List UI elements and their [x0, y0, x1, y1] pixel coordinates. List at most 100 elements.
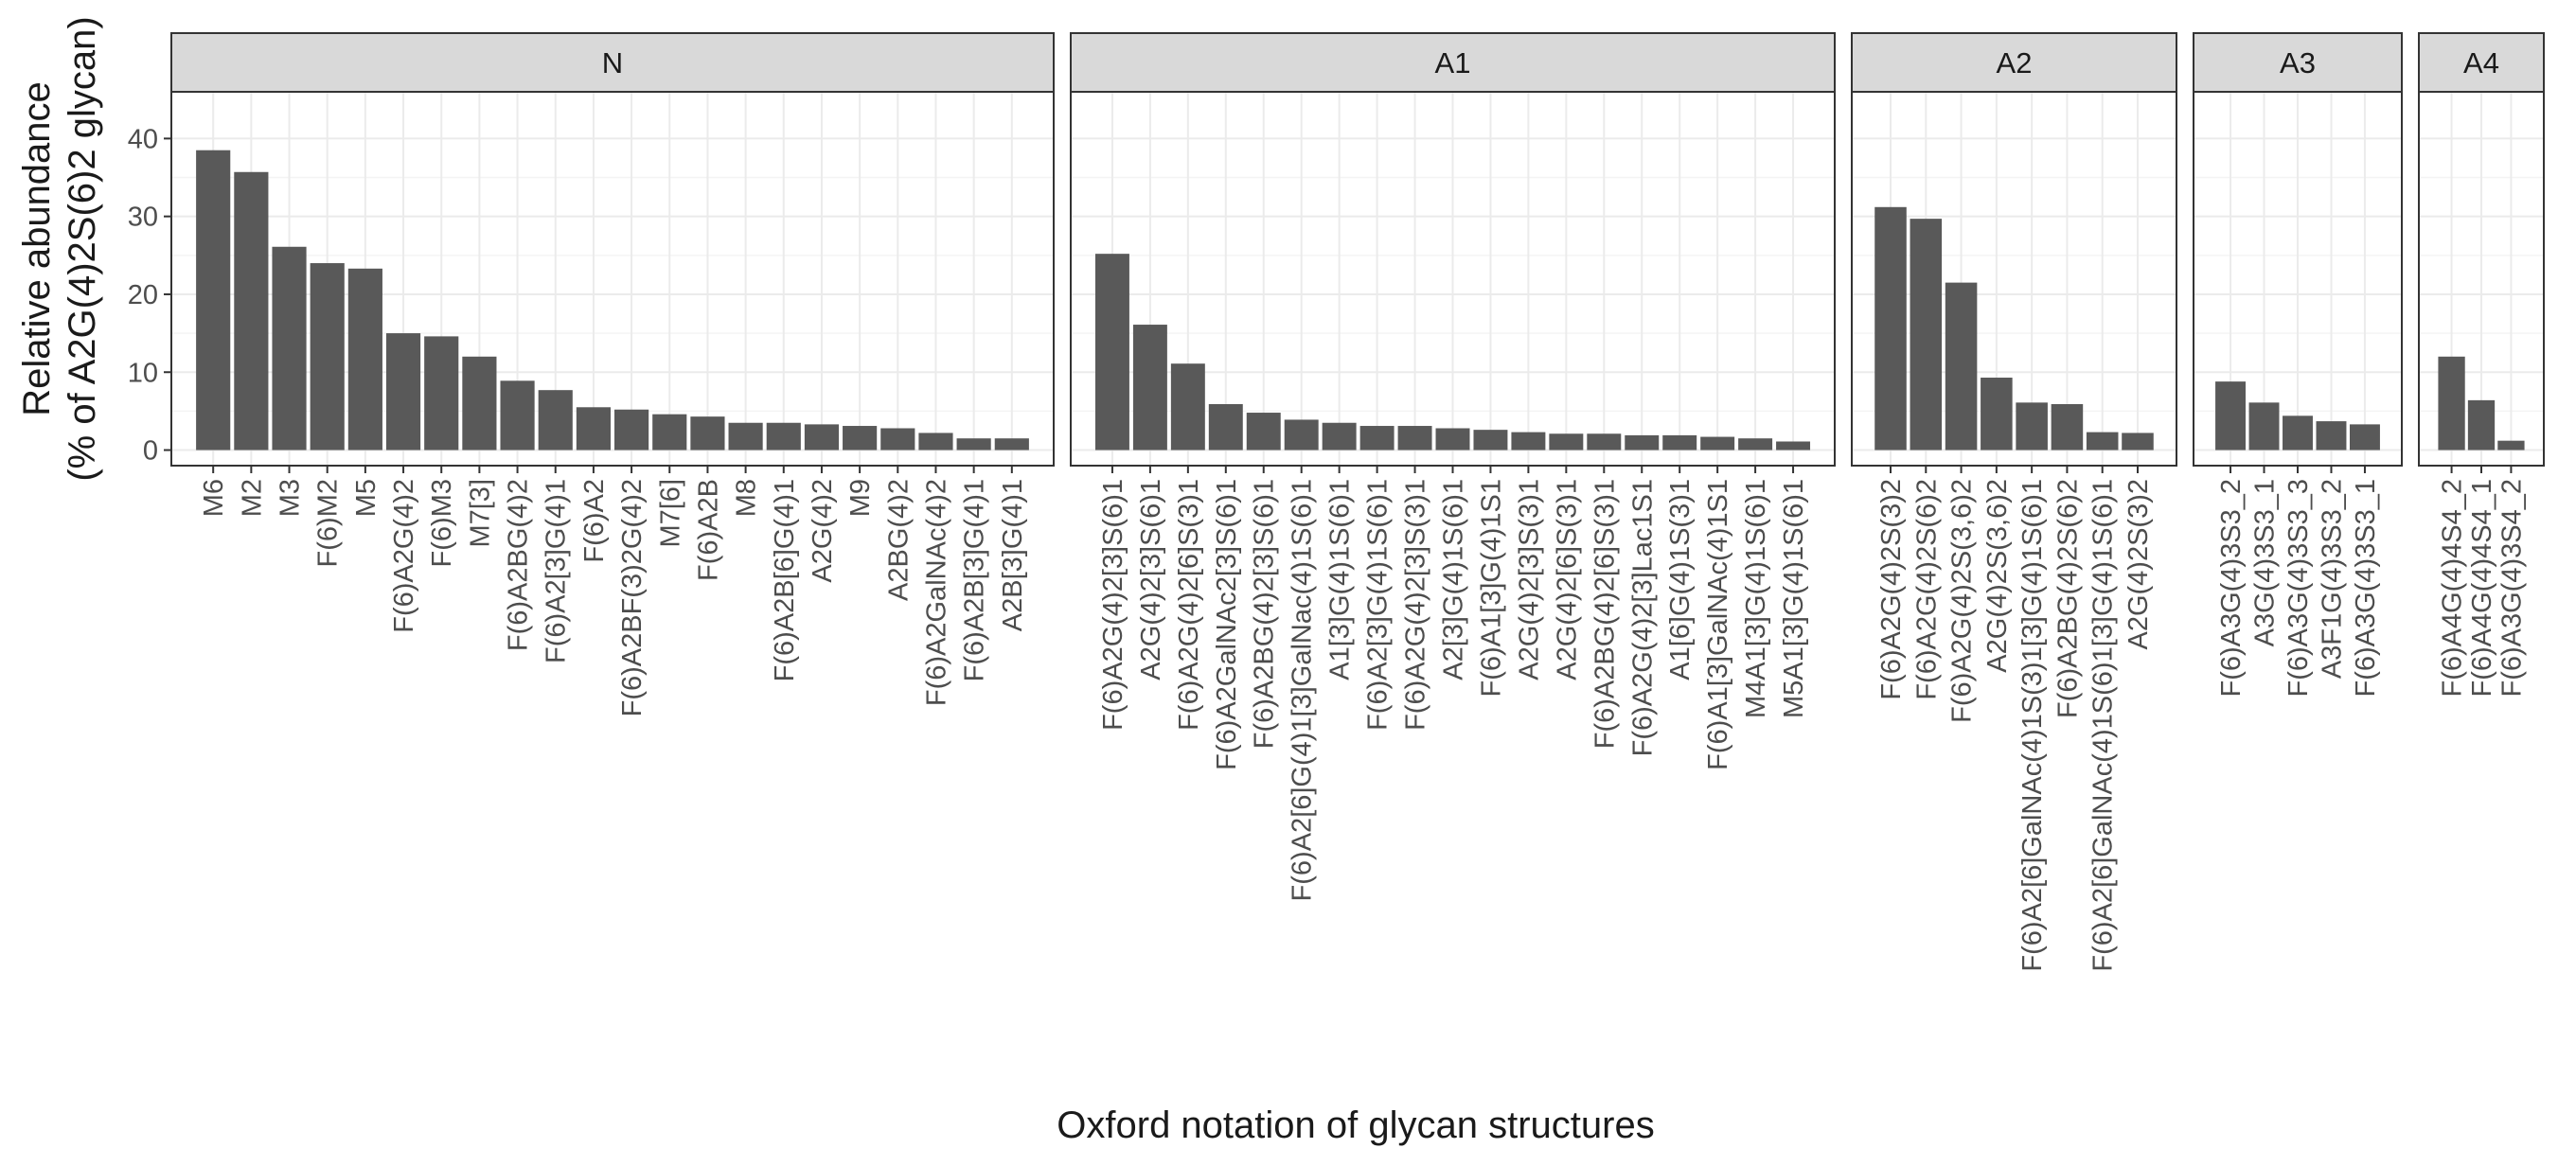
bar-A4-1	[2438, 356, 2465, 450]
x-tick-label: F(6)A2B[6]G(4)1	[770, 479, 800, 681]
bar-N-22	[994, 438, 1029, 450]
facet-strip-label: A3	[2280, 46, 2316, 80]
bar-A1-12	[1511, 432, 1546, 450]
x-tick-label: M8	[732, 479, 762, 517]
facet-strip	[170, 32, 1055, 93]
bar-N-17	[804, 424, 840, 450]
x-tick-label: F(6)A2G(4)2[6]S(3)1	[1174, 479, 1204, 731]
x-tick-label: A3G(4)3S3_1	[2250, 479, 2281, 646]
x-tick-label: F(6)A2G(4)2S(3)2	[1876, 479, 1907, 700]
bar-A1-4	[1208, 403, 1243, 450]
x-tick-label: F(6)A2	[579, 479, 610, 563]
x-tick-label: A2G(4)2[3]S(6)1	[1136, 479, 1166, 680]
x-tick-label: F(6)A2G(4)2	[389, 479, 419, 633]
x-tick-label: A2G(4)2S(3)2	[2123, 479, 2154, 650]
y-tick-label: 30	[128, 203, 158, 233]
x-tick-label: F(6)A2B[3]G(4)1	[960, 479, 990, 681]
bar-N-6	[385, 333, 421, 450]
x-tick-label: F(6)A3G(4)3S4_2	[2496, 479, 2527, 698]
x-tick-label: A2BG(4)2	[883, 479, 914, 601]
bar-N-18	[843, 426, 878, 450]
bar-N-4	[310, 263, 345, 450]
facet-strip	[2418, 32, 2545, 93]
x-tick-label: M4A1[3]G(4)1S(6)1	[1741, 479, 1771, 718]
bar-A2-1	[1874, 206, 1907, 450]
x-tick-label: F(6)A3G(4)3S3_1	[2351, 479, 2381, 698]
bar-A1-15	[1625, 434, 1660, 450]
x-tick-label: F(6)A2BG(4)2	[504, 479, 534, 651]
bar-A2-5	[2016, 402, 2048, 450]
x-tick-label: A2G(4)2[6]S(3)1	[1552, 479, 1582, 680]
bar-A2-3	[1945, 282, 1978, 450]
bar-A1-6	[1284, 419, 1319, 450]
bar-A4-2	[2467, 399, 2496, 450]
bar-A1-2	[1132, 325, 1167, 450]
bar-A1-10	[1435, 428, 1470, 450]
x-tick-label: M7[3]	[465, 479, 495, 548]
bar-A3-4	[2316, 421, 2347, 450]
x-tick-label: A1[6]G(4)1S(3)1	[1665, 479, 1696, 680]
x-tick-label: A2[3]G(4)1S(6)1	[1439, 479, 1469, 680]
x-tick-label: F(6)A2G(4)2[3]S(6)1	[1098, 479, 1128, 731]
bar-N-13	[652, 414, 687, 450]
bar-N-10	[538, 390, 573, 450]
bar-A2-4	[1981, 378, 2013, 450]
x-tick-label: F(6)A3G(4)3S3_2	[2216, 479, 2247, 698]
x-tick-label: M3	[275, 479, 306, 517]
x-tick-label: M2	[237, 479, 267, 517]
y-axis-title-line-1: Relative abundance	[16, 81, 58, 416]
x-tick-label: F(6)A1[3]GalNAc(4)1S1	[1703, 479, 1733, 770]
x-tick-label: F(6)A1[3]G(4)1S1	[1476, 479, 1506, 697]
bar-A1-16	[1662, 434, 1697, 450]
bar-A2-6	[2051, 403, 2084, 450]
x-tick-label: F(6)A2G(4)2[3]Lac1S1	[1627, 479, 1658, 756]
x-tick-label: A2G(4)2	[808, 479, 838, 583]
x-tick-label: F(6)M3	[427, 479, 457, 567]
bar-A3-3	[2283, 415, 2313, 450]
bar-N-2	[234, 171, 269, 450]
bar-N-21	[956, 438, 991, 450]
x-axis-title: Oxford notation of glycan structures	[1057, 1104, 1654, 1146]
y-tick-label: 10	[128, 358, 158, 388]
x-tick-label: F(6)A2[3]G(4)1	[542, 479, 572, 663]
bar-N-16	[766, 422, 801, 450]
facet-strip-label: A2	[1997, 46, 2033, 80]
bar-A2-2	[1910, 219, 1943, 450]
x-tick-label: A1[3]G(4)1S(6)1	[1325, 479, 1356, 680]
x-tick-label: F(6)A4G(4)4S4_2	[2438, 479, 2468, 698]
x-tick-label: F(6)A2BF(3)2G(4)2	[617, 479, 648, 716]
x-tick-label: F(6)A2GalNAc(4)2	[921, 479, 951, 706]
x-tick-label: F(6)M2	[313, 479, 344, 567]
x-tick-label: F(6)A2[3]G(4)1S(6)1	[1363, 479, 1394, 731]
bar-N-20	[918, 433, 953, 450]
x-tick-label: M5	[351, 479, 382, 517]
bar-N-3	[272, 246, 307, 450]
bar-A1-13	[1549, 433, 1584, 450]
x-tick-label: F(6)A2[6]GalNAc(4)1S(3)1[3]G(4)1S(6)1	[2017, 479, 2048, 972]
bar-N-8	[462, 356, 497, 450]
bar-A1-11	[1473, 430, 1508, 450]
x-tick-label: M9	[845, 479, 876, 517]
x-tick-label: A2G(4)2S(3,6)2	[1982, 479, 2013, 673]
panel-border	[1851, 91, 2177, 467]
x-tick-label: M7[6]	[655, 479, 685, 548]
y-tick-label: 20	[128, 280, 158, 310]
x-tick-label: F(6)A2BG(4)2S(6)2	[2052, 479, 2083, 718]
bar-A3-1	[2215, 381, 2246, 450]
x-tick-label: F(6)A2[6]GalNAc(4)1S(6)1[3]G(4)1S(6)1	[2088, 479, 2119, 972]
bar-A1-7	[1322, 422, 1357, 450]
x-tick-label: A3F1G(4)3S3_2	[2317, 479, 2347, 679]
bar-N-19	[880, 428, 915, 450]
x-tick-label: F(6)A2[6]G(4)1[3]GalNac(4)1S(6)1	[1288, 479, 1318, 901]
y-tick-label: 0	[143, 436, 158, 467]
bar-A2-8	[2122, 433, 2154, 450]
x-tick-label: F(6)A4G(4)4S4_1	[2467, 479, 2497, 698]
x-tick-label: F(6)A2GalNAc2[3]S(6)1	[1212, 479, 1242, 770]
facet-strip	[2193, 32, 2403, 93]
bar-A1-3	[1170, 363, 1205, 450]
x-tick-label: A2G(4)2[3]S(3)1	[1514, 479, 1544, 680]
x-tick-label: F(6)A3G(4)3S3_3	[2283, 479, 2314, 698]
bar-N-5	[347, 268, 382, 450]
